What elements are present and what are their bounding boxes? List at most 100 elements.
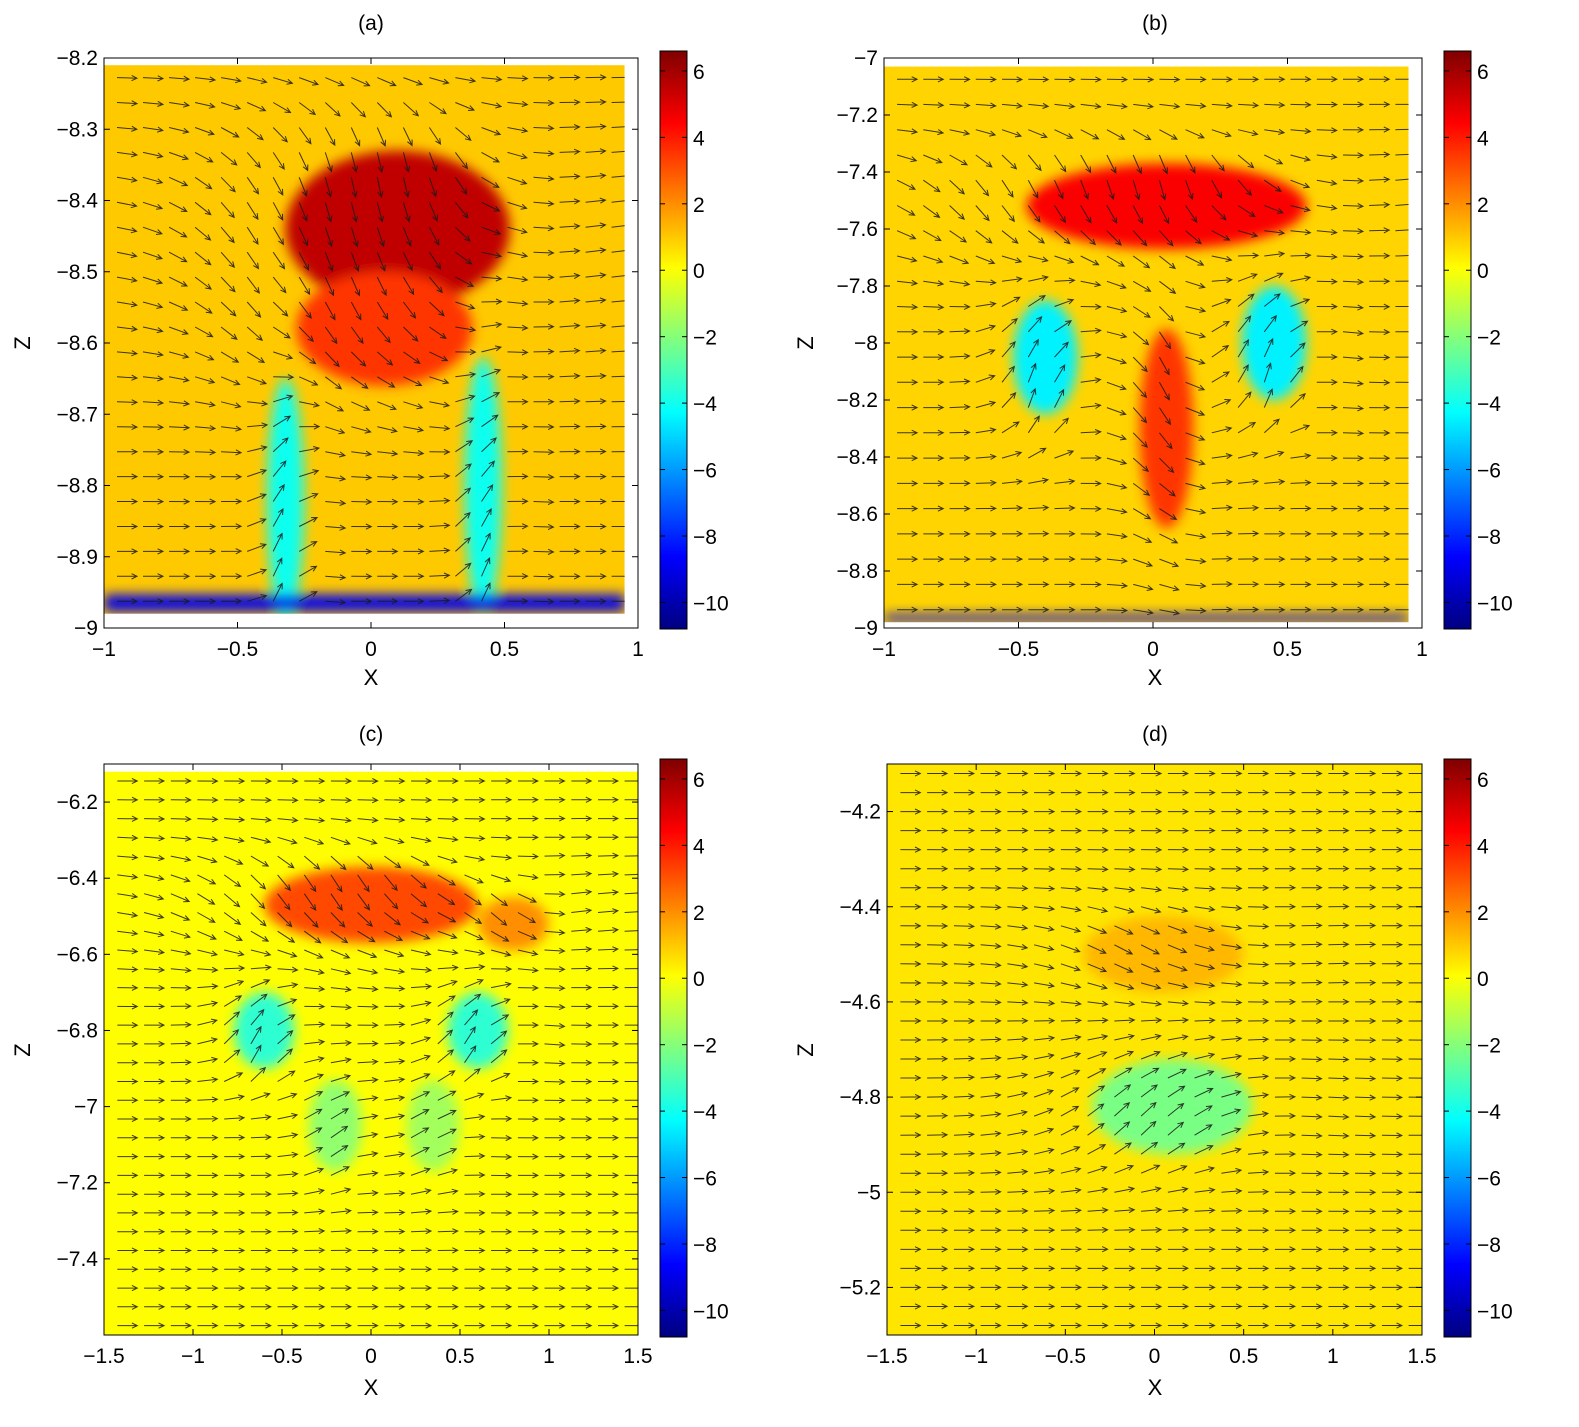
panel-d-vector-arrow [1328,1284,1350,1291]
panel-a-vector-arrow [220,376,241,386]
panel-a-vector-arrow [481,414,499,428]
panel-c-vector-arrow [357,912,374,927]
panel-b-vector-arrow [1264,251,1286,258]
panel-d-vector-arrow [1381,1189,1404,1196]
panel-a-vector-arrow [351,548,373,555]
panel-a-vector-arrow [169,598,191,605]
panel-d-vector-arrow [900,770,922,777]
panel-c-vector-arrow [491,777,513,785]
panel-d-vector-arrow [1328,1303,1350,1310]
panel-c-vector-arrow [304,1266,326,1273]
panel-a-vector-arrow [585,347,607,354]
panel-d-colorbar-bar [1443,758,1472,1338]
panel-a-vector-arrow [611,501,625,502]
panel-d-vector-arrow [900,865,922,872]
panel-a-vector-arrow [116,74,139,82]
panel-d-vector-arrow [1114,925,1134,935]
panel-b-vector-arrow [1080,230,1097,246]
panel-c-vector-arrow [437,1208,459,1215]
panel-a-vector-arrow [117,473,139,480]
panel-c-vector-arrow [330,1108,350,1120]
panel-b-vector-arrow [1028,477,1050,484]
panel-c-vector-arrow [384,1132,406,1139]
panel-a-vector-arrow [533,523,555,531]
panel-c-vector-arrow [384,1190,406,1197]
panel-c-vector-arrow [437,874,456,886]
panel-d-vector-arrow [1274,1284,1297,1291]
panel-a-vector-arrow [168,351,190,359]
panel-a-vector-arrow [220,152,238,166]
panel-d-vector-arrow [927,808,949,815]
panel-d-vector-arrow [900,998,922,1006]
panel-c-vector-arrow [197,1322,219,1329]
panel-c-vector-arrow [357,1228,379,1235]
panel-d-vector-arrow [953,884,976,891]
panel-c-vector-arrow [517,1191,539,1198]
panel-b-vector-arrow [1054,341,1069,358]
panel-a-vector-arrow [221,425,243,432]
panel-c-vector-arrow [170,1247,192,1254]
panel-c-vector-arrow [491,1134,513,1142]
panel-a-vector-arrow [481,176,500,188]
panel-a-vector-arrow [246,251,260,270]
panel-a-vector-arrow [481,582,491,602]
panel-b-vector-arrow [1001,179,1014,198]
panel-b-ytick-label: −7 [854,47,878,70]
panel-a-field-blob-0 [285,150,510,308]
panel-d-vector-arrow [1087,827,1109,834]
panel-d-vector-arrow [1221,770,1243,777]
panel-d-vector-arrow [1007,1322,1029,1329]
panel-a-ytick-label: −8.8 [57,475,98,498]
panel-b-vector-arrow [1133,609,1155,616]
panel-d-vector-arrow [1408,1229,1422,1231]
panel-c-vector-arrow [491,1266,513,1273]
panel-d-vector-arrow [1194,982,1216,989]
panel-c-vector-arrow [490,949,512,957]
panel-a-vector-arrow [351,376,369,389]
panel-c-field-blob-2 [233,992,295,1069]
panel-d-vector-arrow [900,808,922,815]
panel-b-vector-arrow [1237,421,1257,434]
panel-c-vector-arrow [277,874,292,892]
panel-c-vector-arrow [544,929,566,936]
panel-a-vector-arrow [273,351,294,360]
panel-a-yticks: −8.2−8.3−8.4−8.5−8.6−8.7−8.8−8.9−9 [57,47,638,640]
panel-b-vector-arrow [1316,581,1338,588]
panel-c-vector-arrow [277,816,299,824]
panel-a-vector-arrow [350,227,359,248]
panel-a-vector-arrow [247,493,267,502]
panel-b-vector-arrow [1028,581,1050,588]
panel-c-vector-arrow [170,1134,192,1141]
panel-d-vector-arrow [900,1093,922,1101]
panel-d-vector-arrow [1328,1113,1350,1120]
panel-b-vector-arrow [1237,179,1253,197]
panel-a-vector-arrow [247,543,267,552]
panel-c-vector-arrow [117,1134,139,1141]
panel-d-vector-arrow [1221,1188,1243,1195]
panel-c-vector-arrow [571,1172,593,1179]
panel-c-vector-arrow [224,1191,246,1198]
panel-c-vector-arrow [143,874,165,881]
panel-a-xtick-label: −1 [92,638,116,661]
panel-a-vector-arrow [481,507,492,527]
panel-d-vector-arrow [1381,1075,1404,1082]
panel-a-vector-arrow [585,523,607,530]
panel-d-vector-arrow [980,789,1002,796]
panel-d-vector-arrow [1087,1322,1109,1329]
panel-a-vector-arrow [507,276,529,283]
panel-c-vector-arrow [357,855,374,870]
panel-c-vector-arrow [544,1153,566,1160]
panel-c-vector-arrow [597,834,620,841]
panel-c-vector-arrow [544,910,566,917]
panel-b-vector-arrow [949,606,971,613]
panel-c-vector-arrow [410,1091,431,1101]
panel-c-vector-arrow [410,874,427,889]
panel-d-vector-arrow [900,1131,922,1139]
panel-d-vector-arrow [927,1150,949,1158]
panel-d-vector-arrow [1167,789,1190,796]
panel-b-vector-arrow [1369,455,1391,462]
panel-d-vector-arrow [1007,924,1029,931]
panel-d-vector-arrow [1114,866,1136,873]
panel-c-vector-arrow [197,1303,219,1310]
panel-b-vector-arrow [923,556,945,563]
